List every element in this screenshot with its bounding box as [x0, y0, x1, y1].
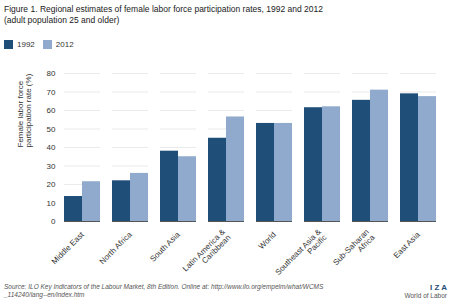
svg-text:70: 70 — [47, 88, 56, 97]
html-text:Figure 1. Regional estimates o: Figure 1. Regional estimates of female l… — [4, 4, 323, 14]
svg-text:0: 0 — [51, 217, 56, 226]
svg-text:80: 80 — [47, 69, 56, 78]
html-text:I Z A: I Z A — [430, 283, 447, 292]
svg-text:East Asia: East Asia — [392, 230, 422, 260]
svg-text:World: World — [257, 230, 278, 251]
html-text:(adult population 25 and older: (adult population 25 and older) — [4, 15, 120, 25]
svg-text:20: 20 — [47, 180, 56, 189]
svg-text:50: 50 — [47, 125, 56, 134]
svg-text:Southeast Asia &Pacific: Southeast Asia &Pacific — [273, 227, 329, 283]
svg-text:10: 10 — [47, 199, 56, 208]
svg-text:40: 40 — [47, 143, 56, 152]
svg-text:Latin America &Caribbean: Latin America &Caribbean — [181, 227, 233, 279]
svg-text:30: 30 — [47, 162, 56, 171]
svg-text:North Africa: North Africa — [98, 230, 134, 266]
html-text:World of Labor: World of Labor — [404, 292, 447, 299]
html-text:2012: 2012 — [55, 40, 74, 49]
html-text:Source: ILO Key Indicators of: Source: ILO Key Indicators of the Labour… — [4, 283, 324, 298]
svg-text:Female labor forceparticipatio: Female labor forceparticipation rate (%) — [16, 73, 33, 147]
svg-text:Middle East: Middle East — [50, 230, 86, 266]
svg-text:South Asia: South Asia — [148, 230, 182, 264]
html-text:1992: 1992 — [17, 40, 35, 49]
svg-text:60: 60 — [47, 106, 56, 115]
svg-text:Sub-SaharanAfrica: Sub-SaharanAfrica — [331, 227, 377, 273]
